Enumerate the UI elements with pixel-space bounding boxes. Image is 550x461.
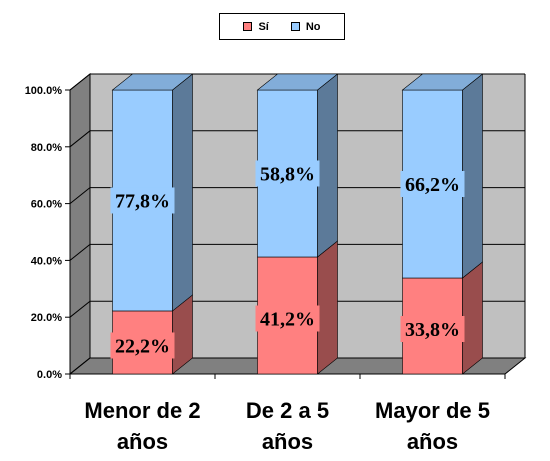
x-category-label: De 2 a 5	[246, 398, 329, 423]
data-label-group: 58,8%	[255, 160, 320, 187]
side-wall	[69, 72, 91, 376]
data-label-bg	[255, 305, 320, 332]
bar-side-si	[317, 240, 338, 375]
bar-side-no	[172, 73, 193, 312]
y-tick-label: 60.0%	[31, 199, 62, 211]
gridline	[69, 357, 525, 375]
x-category-label: años	[117, 429, 168, 454]
legend-label-no: No	[305, 20, 321, 33]
legend-item-si: Sí	[243, 20, 269, 33]
gridline	[69, 300, 525, 318]
gridline	[69, 130, 525, 148]
y-tick-label: 20.0%	[31, 312, 62, 324]
legend-swatch-no	[290, 22, 300, 31]
bar-side-si	[462, 261, 483, 375]
data-label-group: 33,8%	[400, 316, 465, 343]
data-label-group: 41,2%	[255, 305, 320, 332]
y-tick-label: 0.0%	[37, 369, 62, 381]
gridline	[69, 187, 525, 204]
data-label-bg	[110, 332, 175, 359]
data-label: 58,8%	[260, 163, 315, 185]
data-label-bg	[110, 187, 175, 214]
data-label-bg	[255, 160, 320, 187]
data-label: 77,8%	[115, 190, 170, 212]
data-label-group: 66,2%	[400, 171, 465, 198]
bar-side-no	[462, 73, 483, 279]
y-tick-label: 40.0%	[31, 255, 62, 267]
legend-item-no: No	[290, 20, 321, 33]
bar-top	[256, 73, 339, 91]
data-label-bg	[400, 316, 465, 343]
x-category-label: años	[407, 429, 458, 454]
legend: Sí No	[219, 13, 345, 40]
bar-group	[111, 73, 194, 375]
gridline	[69, 73, 525, 91]
bar-top	[111, 73, 194, 91]
data-label-group: 77,8%	[110, 187, 175, 214]
gridline	[69, 243, 525, 261]
data-label: 33,8%	[405, 319, 460, 341]
x-category-label: años	[262, 429, 313, 454]
x-category-label: Mayor de 5	[375, 398, 490, 423]
bar-side-no	[317, 73, 338, 258]
data-label-bg	[400, 171, 465, 198]
y-tick-label: 80.0%	[31, 142, 62, 154]
data-label: 66,2%	[405, 174, 460, 196]
y-tick-label: 100.0%	[25, 85, 63, 97]
data-label: 22,2%	[115, 335, 170, 357]
data-label: 41,2%	[260, 308, 315, 330]
data-label-group: 22,2%	[110, 332, 175, 359]
bar-group	[256, 73, 339, 375]
legend-swatch-si	[243, 22, 253, 31]
legend-label-si: Sí	[258, 20, 269, 33]
bar-top	[401, 73, 484, 91]
x-category-label: Menor de 2	[84, 398, 200, 423]
